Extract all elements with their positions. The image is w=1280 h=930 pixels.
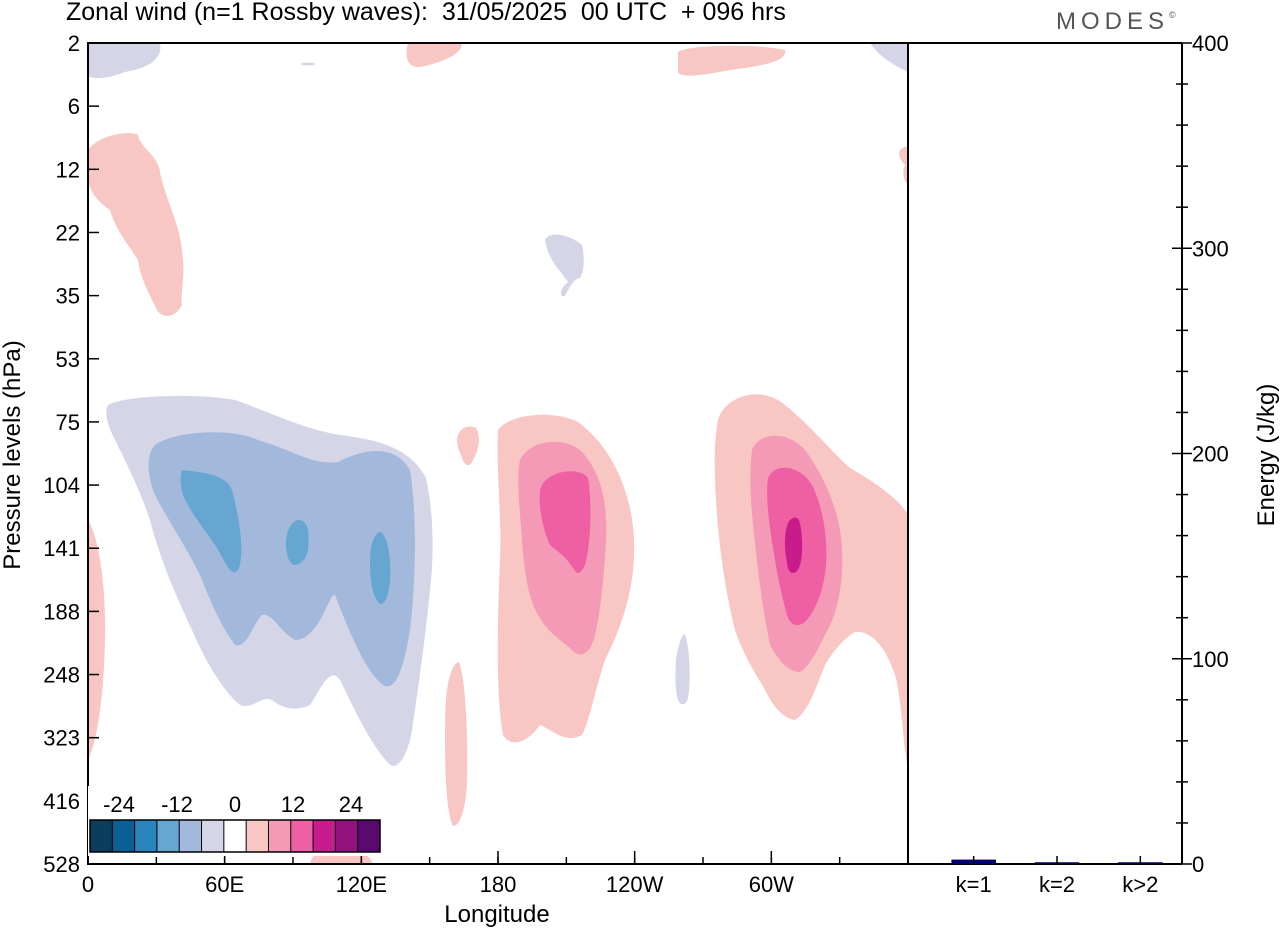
contour-pos-50w-core — [784, 517, 803, 573]
y-tick-label: 35 — [56, 284, 80, 309]
contour-neg-lower-small — [675, 634, 690, 705]
contour-pos-top-1 — [406, 43, 462, 68]
contour-neg-top-left — [88, 43, 161, 79]
contour-pos-top-2 — [678, 45, 786, 76]
colorbar-swatch — [201, 820, 224, 852]
energy-axis: 0 100 200 300 400 — [1172, 31, 1229, 877]
colorbar-swatch — [90, 820, 113, 852]
colorbar-swatch — [290, 820, 314, 852]
energy-tick-label: 0 — [1192, 852, 1204, 877]
y-tick-label: 6 — [68, 94, 80, 119]
energy-tick-label: 100 — [1192, 647, 1229, 672]
colorbar: -24 -12 0 12 24 — [88, 786, 382, 856]
contour-neg-top-right — [870, 43, 908, 72]
x-tick-label: 60E — [205, 872, 244, 897]
y-axis-title: Pressure levels (hPa) — [0, 340, 26, 569]
contour-field — [88, 43, 908, 864]
colorbar-label: -12 — [161, 792, 193, 817]
y-tick-label: 528 — [43, 852, 80, 877]
y-tick-label: 53 — [56, 347, 80, 372]
y-axis: 2 6 12 22 35 53 75 104 141 188 248 323 416 528 — [43, 31, 99, 877]
colorbar-label: 12 — [281, 792, 305, 817]
energy-tick-label: 400 — [1192, 31, 1229, 56]
x-axis-title: Longitude — [444, 901, 549, 928]
energy-bars: k=1 k=2 k>2 — [951, 856, 1163, 897]
bar-category-label: k>2 — [1122, 872, 1158, 897]
contour-neg-top-small — [300, 62, 316, 66]
contour-neg-upper-mid — [545, 234, 584, 297]
colorbar-swatch — [156, 820, 180, 852]
colorbar-swatch — [335, 820, 358, 852]
colorbar-swatch — [313, 820, 336, 852]
x-tick-label: 120W — [606, 872, 664, 897]
colorbar-swatch — [112, 820, 135, 852]
contour-pos-right-edge-top — [899, 146, 908, 185]
contour-neg-core-1 — [180, 470, 242, 572]
contour-pos-small-75 — [457, 426, 480, 466]
y-tick-label: 323 — [43, 726, 80, 751]
colorbar-swatch — [246, 820, 269, 852]
bar-category-label: k=1 — [956, 872, 992, 897]
contour-pos-lower-strip — [445, 662, 468, 826]
colorbar-label: 24 — [339, 792, 363, 817]
brand-mark: © — [1169, 10, 1176, 20]
contour-pos-left-edge — [88, 520, 106, 760]
y-tick-label: 22 — [56, 220, 80, 245]
y-tick-label: 248 — [43, 663, 80, 688]
energy-tick-label: 200 — [1192, 442, 1229, 467]
colorbar-frame — [89, 819, 381, 853]
y-tick-label: 104 — [43, 473, 80, 498]
contour-pos-upper-left — [88, 133, 184, 316]
colorbar-swatch — [134, 820, 157, 852]
x-tick-label: 120E — [336, 872, 387, 897]
y-tick-label: 75 — [56, 410, 80, 435]
bar-category-label: k=2 — [1039, 872, 1075, 897]
y-tick-label: 2 — [68, 31, 80, 56]
contour-neg-core-3 — [370, 532, 391, 604]
colorbar-swatch — [357, 820, 380, 852]
x-tick-label: 60W — [749, 872, 794, 897]
colorbar-label: 0 — [229, 792, 241, 817]
y-tick-label: 188 — [43, 599, 80, 624]
colorbar-swatch — [223, 820, 247, 852]
contour-pos-160w-core — [539, 471, 591, 573]
colorbar-label: -24 — [103, 792, 135, 817]
contour-neg-core-2 — [286, 519, 309, 565]
brand-text: MODES — [1056, 8, 1170, 35]
brand-logo: MODES© — [1056, 8, 1176, 36]
y-tick-label: 12 — [56, 157, 80, 182]
x-tick-label: 0 — [82, 872, 94, 897]
y-tick-label: 416 — [43, 789, 80, 814]
energy-axis-title: Energy (J/kg) — [1253, 384, 1280, 527]
x-tick-label: 180 — [480, 872, 517, 897]
y-tick-label: 141 — [43, 536, 80, 561]
chart-title: Zonal wind (n=1 Rossby waves): 31/05/202… — [66, 0, 786, 26]
x-axis: 0 60E 120E 180 120W 60W — [82, 851, 909, 897]
colorbar-swatch — [268, 820, 291, 852]
energy-tick-label: 300 — [1192, 236, 1229, 261]
colorbar-swatch — [179, 820, 202, 852]
